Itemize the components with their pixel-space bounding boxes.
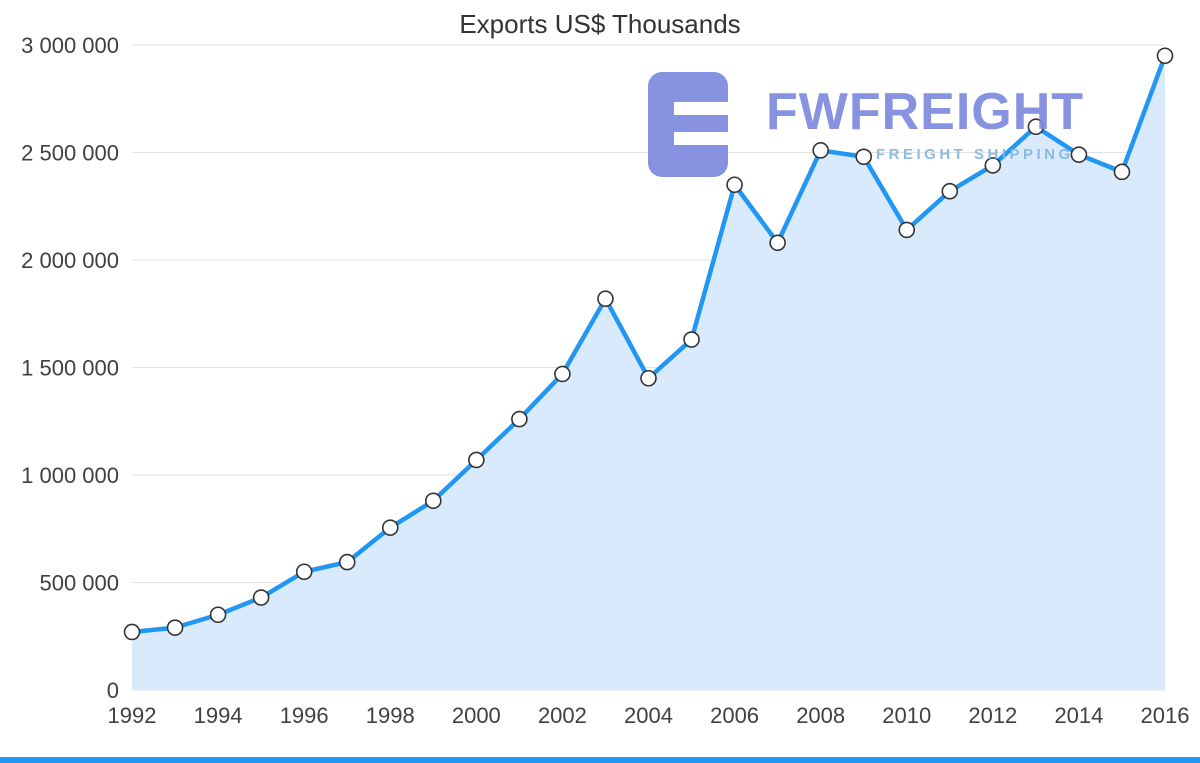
data-point-marker (683, 331, 700, 348)
x-tick-label: 2006 (710, 703, 759, 728)
data-point-marker (941, 182, 959, 200)
data-point-marker (1156, 47, 1174, 65)
data-point-marker (166, 619, 184, 636)
x-tick-label: 2010 (882, 703, 931, 728)
bottom-accent-bar (0, 757, 1200, 763)
y-tick-label: 1 500 000 (21, 356, 119, 381)
y-tick-label: 2 000 000 (21, 248, 119, 273)
data-point-marker (640, 369, 657, 387)
x-tick-label: 1992 (108, 703, 157, 728)
data-point-marker (898, 221, 916, 239)
data-point-marker (984, 157, 1002, 174)
data-point-marker (769, 234, 786, 252)
data-point-marker (468, 451, 485, 469)
data-point-marker (209, 606, 227, 624)
data-point-marker (424, 492, 442, 510)
x-tick-label: 2012 (968, 703, 1017, 728)
data-point-marker (511, 410, 528, 428)
y-tick-label: 2 500 000 (21, 141, 119, 166)
x-tick-label: 1998 (366, 703, 415, 728)
data-point-marker (726, 176, 743, 194)
data-point-marker (812, 142, 829, 159)
y-tick-label: 0 (107, 678, 119, 703)
x-tick-label: 2016 (1141, 703, 1190, 728)
data-point-marker (1027, 118, 1045, 135)
x-tick-label: 2004 (624, 703, 673, 728)
data-point-marker (381, 519, 399, 536)
data-point-marker (597, 290, 614, 308)
data-point-marker (855, 148, 873, 166)
data-point-marker (123, 623, 141, 641)
chart-title: Exports US$ Thousands (459, 9, 741, 39)
x-tick-label: 2008 (796, 703, 845, 728)
data-point-marker (338, 553, 356, 571)
x-tick-label: 1994 (194, 703, 243, 728)
y-tick-label: 1 000 000 (21, 463, 119, 488)
x-tick-label: 2002 (538, 703, 587, 728)
data-point-marker (554, 365, 571, 383)
x-tick-label: 1996 (280, 703, 329, 728)
data-point-marker (1070, 146, 1088, 163)
data-point-marker (1113, 163, 1131, 181)
y-tick-label: 500 000 (39, 571, 119, 596)
x-tick-label: 2000 (452, 703, 501, 728)
data-point-marker (295, 563, 313, 581)
y-tick-label: 3 000 000 (21, 33, 119, 58)
x-tick-label: 2014 (1054, 703, 1103, 728)
data-point-marker (252, 589, 270, 606)
